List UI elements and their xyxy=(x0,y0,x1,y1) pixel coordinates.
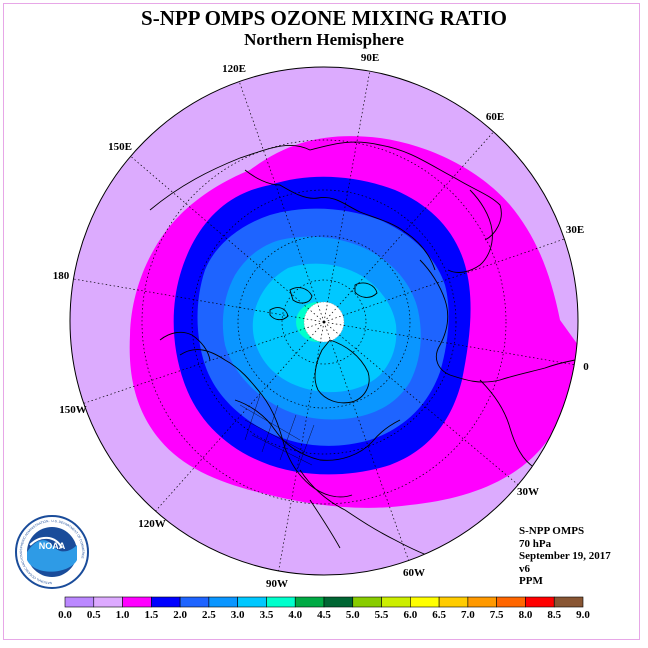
lon-label-0: 0 xyxy=(583,361,589,373)
colorbar-swatch xyxy=(64,596,95,608)
colorbar-label: 8.0 xyxy=(519,609,533,621)
colorbar-label: 8.5 xyxy=(547,609,561,621)
colorbar-label: 0.0 xyxy=(58,609,72,621)
colorbar-swatch xyxy=(237,596,267,608)
page-subtitle: Northern Hemisphere xyxy=(244,30,404,49)
colorbar-swatch xyxy=(352,596,382,608)
noaa-logo: NOAA NATIONAL OCEANIC AND ATMOSPHERIC AD… xyxy=(15,515,89,589)
colorbar-swatch xyxy=(93,596,123,608)
graticule xyxy=(70,69,578,575)
info-version: v6 xyxy=(519,562,530,575)
colorbar-label: 2.0 xyxy=(173,609,187,621)
lon-label-90w: 90W xyxy=(266,578,288,590)
colorbar-label: 9.0 xyxy=(576,609,590,621)
colorbar-swatch xyxy=(179,596,210,608)
colorbar-label: 7.0 xyxy=(461,609,475,621)
figure-frame xyxy=(3,3,640,640)
colorbar-label: 7.5 xyxy=(490,609,504,621)
colorbar-swatch xyxy=(381,596,411,608)
lon-label-90e: 90E xyxy=(361,52,379,64)
page-title: S-NPP OMPS OZONE MIXING RATIO xyxy=(141,6,507,30)
colorbar-swatch xyxy=(467,596,497,608)
svg-text:NOAA: NOAA xyxy=(39,541,66,551)
colorbar-label: 3.0 xyxy=(231,609,245,621)
colorbar-label: 4.0 xyxy=(288,609,302,621)
colorbar-label: 5.0 xyxy=(346,609,360,621)
coastlines xyxy=(149,141,576,575)
colorbar-label: 0.5 xyxy=(87,609,101,621)
lon-label-60w: 60W xyxy=(403,567,425,579)
colorbar-swatch xyxy=(208,596,238,608)
info-instrument: S-NPP OMPS xyxy=(519,525,585,537)
lon-label-150e: 150E xyxy=(108,141,132,153)
colorbar-swatch xyxy=(294,596,325,608)
colorbar-swatch xyxy=(266,596,296,608)
colorbar-swatch xyxy=(410,596,440,608)
colorbar-label: 1.5 xyxy=(144,609,158,621)
colorbar-label: 6.0 xyxy=(403,609,417,621)
colorbar-label: 4.5 xyxy=(317,609,331,621)
info-date: September 19, 2017 xyxy=(519,550,611,562)
colorbar-swatch xyxy=(323,596,354,608)
colorbar-label: 5.5 xyxy=(375,609,389,621)
lon-label-180: 180 xyxy=(53,270,70,282)
info-pressure: 70 hPa xyxy=(519,537,552,550)
lon-label-120e: 120E xyxy=(222,63,246,75)
colorbar-label: 6.5 xyxy=(432,609,446,621)
lon-label-30e: 30E xyxy=(566,224,584,236)
colorbar-swatch xyxy=(496,596,526,608)
colorbar-label: 3.5 xyxy=(260,609,274,621)
us-state-boundaries xyxy=(239,394,315,469)
colorbar-swatch xyxy=(438,596,469,608)
colorbar-swatch xyxy=(122,596,152,608)
colorbar-swatch xyxy=(553,596,584,608)
lon-label-120w: 120W xyxy=(138,518,166,530)
colorbar-label: 1.0 xyxy=(116,609,130,621)
colorbar-swatch xyxy=(525,596,555,608)
colorbar-label: 2.5 xyxy=(202,609,216,621)
lon-label-150w: 150W xyxy=(59,404,87,416)
pole-dots xyxy=(303,301,345,343)
lon-label-60e: 60E xyxy=(486,111,504,123)
lon-label-30w: 30W xyxy=(517,486,539,498)
map-border xyxy=(69,66,579,576)
info-units: PPM xyxy=(519,575,543,587)
info-block: S-NPP OMPS 70 hPa September 19, 2017 v6 … xyxy=(519,525,611,588)
colorbar-swatch xyxy=(151,596,181,608)
